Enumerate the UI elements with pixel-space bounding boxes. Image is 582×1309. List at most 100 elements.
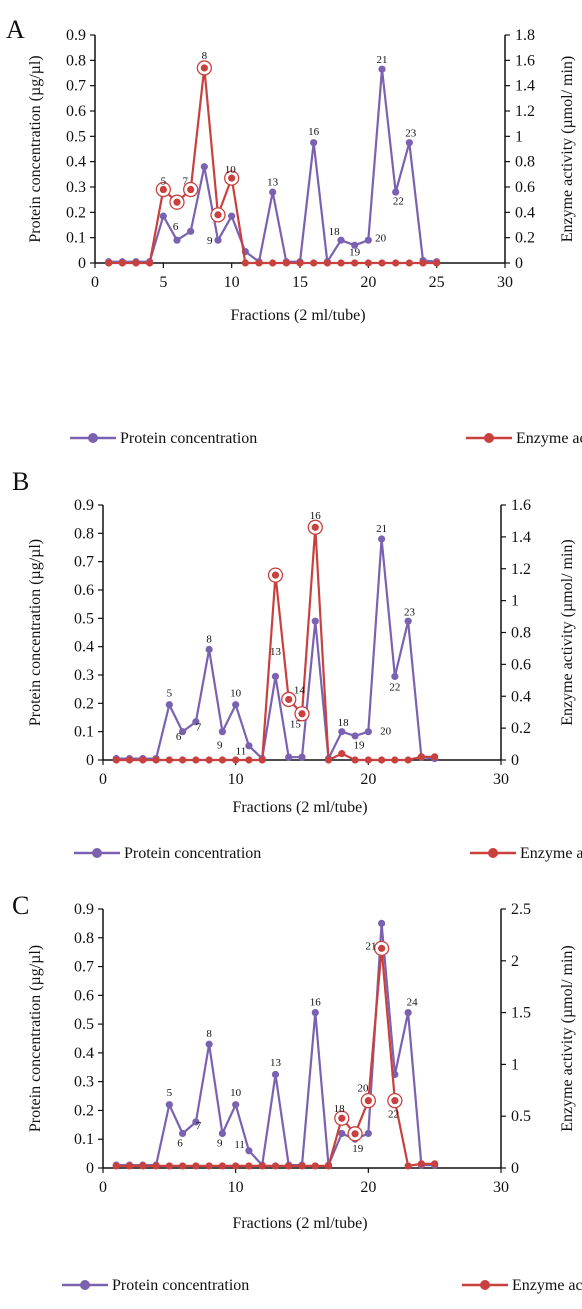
legend-marker (80, 1280, 90, 1290)
y-axis-label: Protein concentration (µg/µl) (27, 55, 44, 242)
enzyme-data-point (218, 756, 226, 764)
legend-label: Protein concentration (120, 430, 257, 447)
enzyme-data-point (105, 259, 113, 267)
y2-tick-label: 1.4 (515, 78, 535, 95)
legend: Protein concentration Enzyme activity (74, 845, 582, 862)
y-tick-label: 0.4 (74, 639, 94, 656)
fraction-label: 20 (380, 726, 392, 738)
fraction-label: 22 (388, 1109, 399, 1121)
fraction-label: 16 (308, 126, 320, 138)
legend-label: Protein concentration (112, 1277, 249, 1294)
y-tick-label: 0.7 (66, 78, 86, 95)
fraction-label: 21 (376, 523, 387, 535)
y2-tick-label: 2 (511, 953, 519, 970)
y-tick-label: 0.8 (66, 52, 86, 69)
protein-data-point (179, 728, 187, 736)
x-tick-label: 20 (360, 771, 376, 788)
y2-tick-label: 0.2 (515, 230, 535, 247)
y2-tick-label: 2.5 (511, 901, 531, 918)
protein-data-point (179, 1129, 187, 1138)
fraction-label: 5 (167, 687, 173, 699)
y-tick-label: 0.9 (66, 27, 86, 44)
enzyme-data-point (324, 756, 333, 764)
fraction-label: 16 (310, 996, 322, 1008)
enzyme-data-point (125, 756, 134, 764)
x-tick-label: 20 (360, 1179, 376, 1196)
enzyme-data-point (132, 259, 140, 267)
enzyme-data-point (417, 1160, 425, 1168)
y-tick-label: 0.3 (74, 1074, 94, 1091)
x-axis-label: Fractions (2 ml/tube) (230, 307, 365, 324)
y2-tick-label: 0 (515, 255, 523, 272)
y2-tick-label: 0.6 (515, 179, 535, 196)
protein-data-point (351, 241, 359, 249)
enzyme-data-point (405, 259, 413, 267)
y-tick-label: 0.6 (66, 103, 86, 120)
enzyme-data-point (310, 259, 318, 267)
y-tick-label: 0 (86, 752, 94, 769)
fraction-label: 9 (217, 1137, 223, 1149)
y2-tick-label: 1.5 (511, 1005, 531, 1022)
x-tick-label: 10 (228, 771, 244, 788)
enzyme-data-point (431, 753, 439, 761)
chart-panel-c: C 0 0.1 0.2 0.3 0.4 0.5 0.6 0.7 0.8 0.9 0 0.5 1 1.5 2 2.… (12, 891, 582, 1294)
y-tick-label: 0.2 (74, 1102, 94, 1119)
enzyme-data-point (152, 1162, 160, 1170)
fraction-label: 11 (234, 1139, 245, 1151)
protein-data-point (205, 1040, 213, 1048)
enzyme-data-point (214, 211, 222, 219)
y-tick-label: 0.1 (74, 1131, 94, 1148)
x-tick-label: 20 (360, 274, 376, 291)
fraction-label: 8 (206, 1028, 212, 1040)
fraction-label: 18 (334, 1103, 346, 1115)
y2-tick-label: 1.4 (511, 529, 531, 546)
enzyme-data-point (337, 259, 345, 267)
enzyme-data-point (173, 198, 181, 206)
y2-tick-label: 0 (511, 752, 519, 769)
x-tick-label: 0 (91, 274, 99, 291)
y-tick-label: 0.3 (74, 667, 94, 684)
x-tick-label: 10 (228, 1179, 244, 1196)
enzyme-data-point (179, 756, 187, 764)
protein-data-point (311, 617, 319, 625)
y2-tick-label: 1 (511, 593, 519, 610)
enzyme-data-point (139, 756, 147, 764)
fraction-label: 21 (377, 54, 388, 66)
x-tick-label: 0 (99, 771, 107, 788)
fraction-label: 19 (352, 1143, 364, 1155)
enzyme-data-point (298, 1162, 306, 1170)
y-tick-label: 0.1 (74, 724, 94, 741)
enzyme-data-point (351, 756, 359, 764)
protein-data-point (245, 1147, 253, 1155)
protein-data-point (232, 701, 240, 709)
protein-data-point (205, 645, 213, 654)
protein-series-line (116, 922, 435, 1167)
fraction-label: 20 (358, 1083, 370, 1095)
fraction-label: 16 (310, 510, 322, 522)
enzyme-data-point (112, 756, 120, 764)
y2-tick-label: 0 (511, 1160, 519, 1177)
protein-data-point (159, 212, 167, 220)
protein-data-point (378, 535, 386, 543)
protein-data-point (391, 672, 399, 681)
y-tick-label: 0.1 (66, 230, 86, 247)
enzyme-data-point (417, 753, 425, 761)
enzyme-data-point (282, 259, 290, 267)
x-tick-label: 0 (99, 1179, 107, 1196)
enzyme-data-point (404, 1162, 412, 1170)
y2-tick-label: 0.4 (511, 688, 531, 705)
legend-label: Enzyme activity (520, 845, 582, 862)
y2-tick-label: 0.2 (511, 720, 531, 737)
protein-data-point (337, 236, 345, 244)
enzyme-data-point (296, 259, 304, 267)
fraction-label: 18 (338, 717, 350, 729)
legend: Protein concentration Enzyme activity (70, 430, 582, 447)
enzyme-data-point (364, 259, 372, 267)
x-tick-label: 5 (159, 274, 167, 291)
protein-data-point (271, 672, 280, 681)
fraction-label: 14 (294, 684, 306, 696)
protein-data-point (192, 718, 200, 726)
fraction-label: 7 (182, 175, 188, 187)
y2-tick-label: 0.4 (515, 204, 535, 221)
